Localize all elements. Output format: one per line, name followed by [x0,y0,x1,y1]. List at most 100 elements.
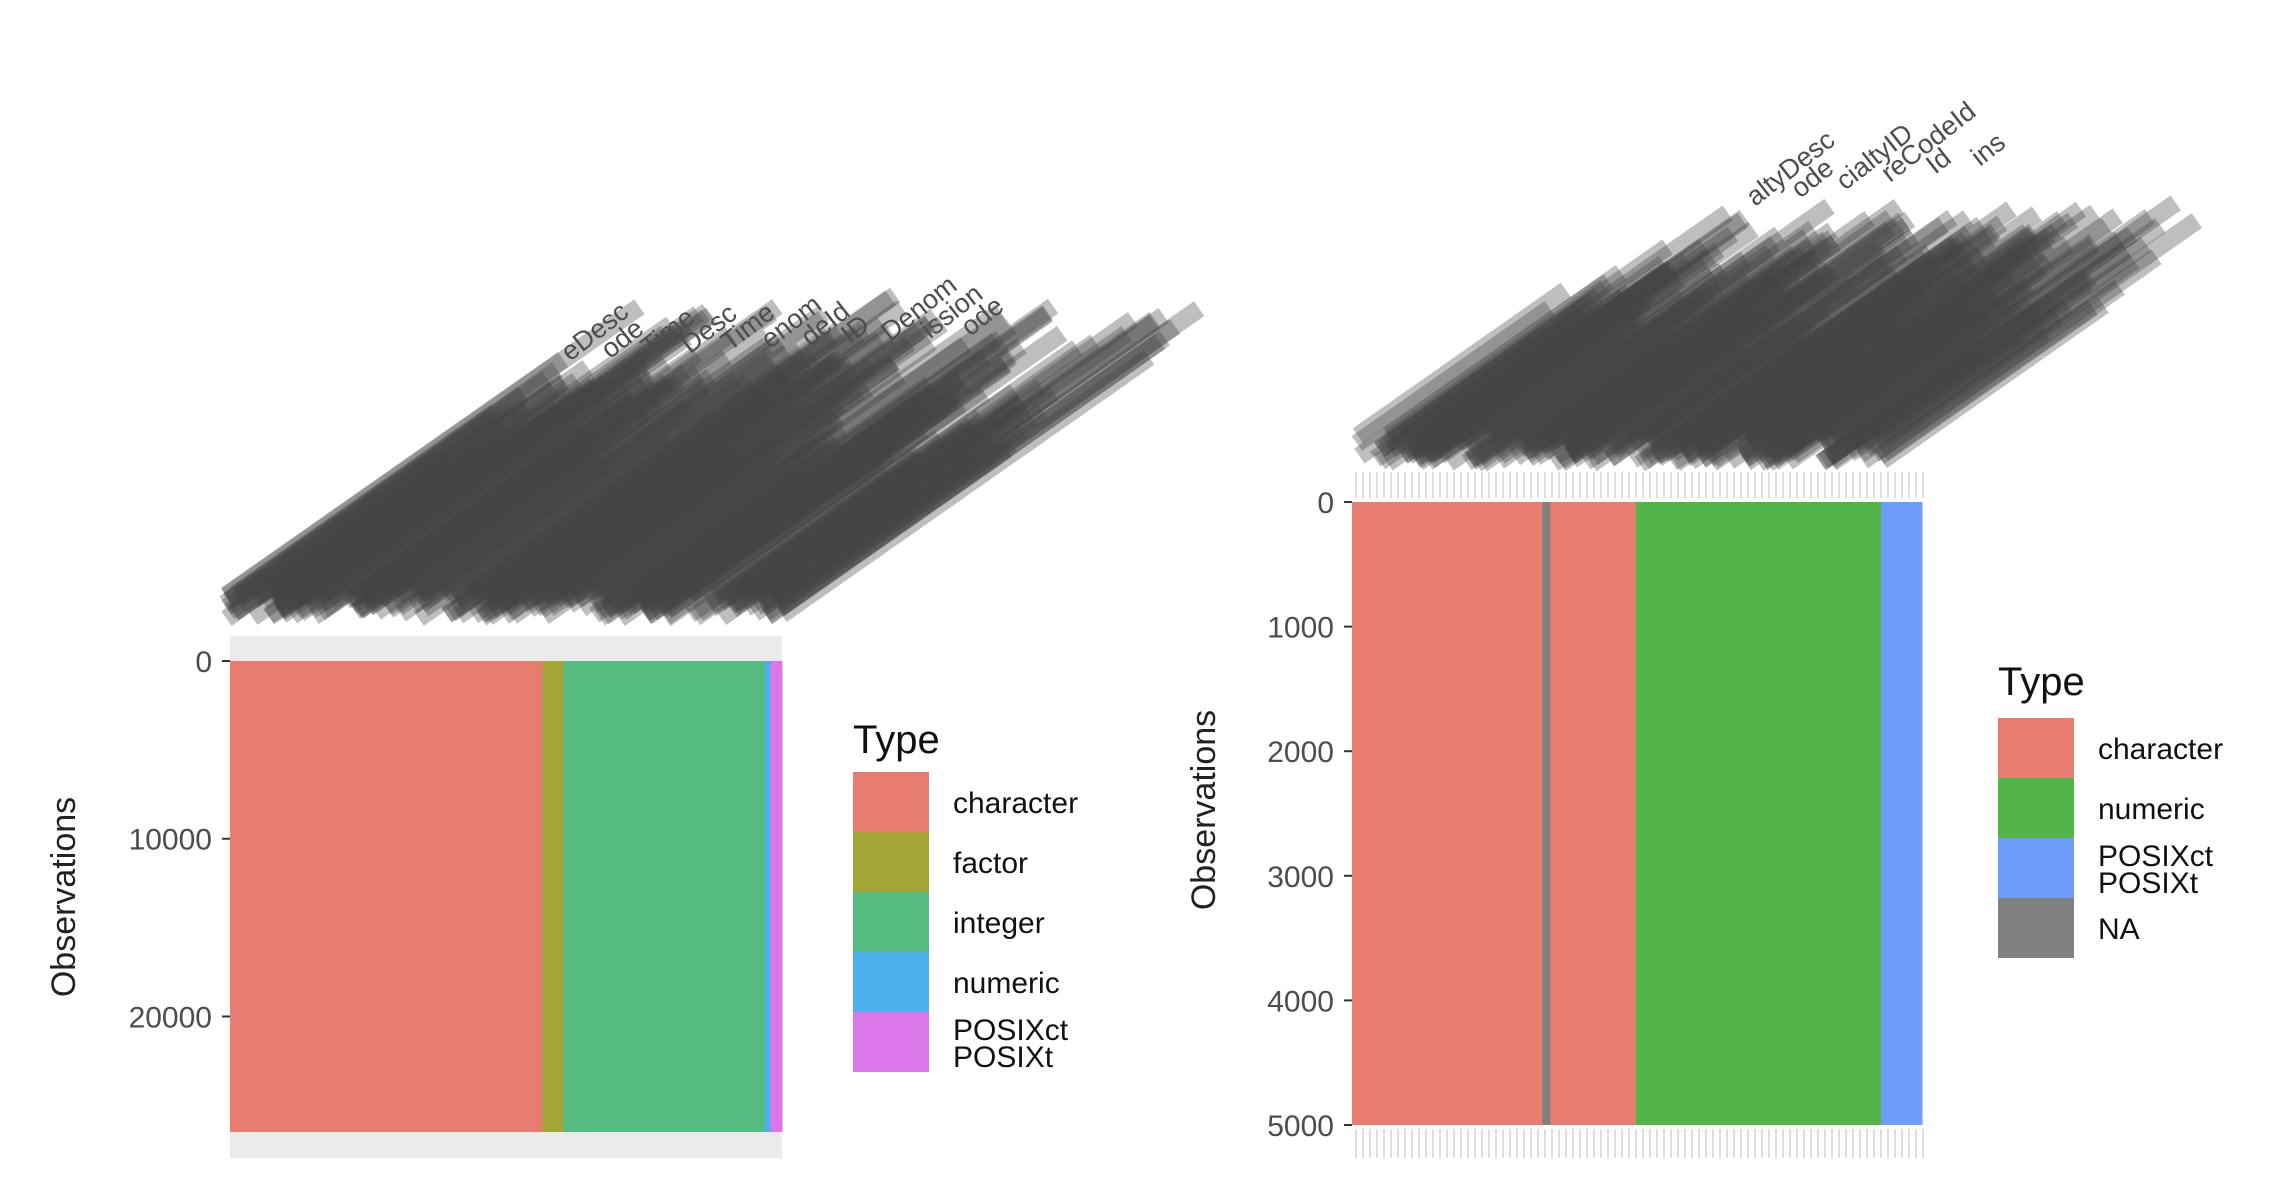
x-tick-label-clutter-mark [1709,206,2043,448]
x-tick-label-clutter-mark [1825,270,2098,469]
x-tick-label-clutter-mark [1815,344,1984,471]
x-tick-label-clutter-mark [223,396,532,620]
x-tick-label-clutter-mark [1857,325,2051,469]
x-tick-label-clutter-mark [348,326,736,606]
left-y-tick-label: 20000 [129,1001,212,1034]
x-tick-label-clutter-mark [1768,247,2036,443]
x-tick-label-clutter-mark [1402,205,1733,445]
x-tick-label-clutter-mark [703,446,926,610]
right-column-na [1542,502,1551,1125]
x-tick-label-clutter-mark [476,316,888,613]
x-tick-label-clutter-mark [632,298,1059,605]
x-tick-label-clutter-mark [1547,262,1835,471]
x-tick-label-clutter-mark [633,305,1054,607]
x-tick-label-clutter-mark [589,435,845,623]
x-tick-label-clutter-mark [1563,325,1744,459]
x-tick-label-clutter-mark [1690,284,1927,457]
x-tick-label-clutter-mark [221,374,570,626]
left-legend-label: factor [953,847,1028,880]
x-tick-label-clutter-mark [257,441,487,610]
x-tick-label-clutter-mark [1879,213,2203,447]
left-legend-label: integer [953,907,1045,940]
x-tick-label-clutter-mark [637,375,970,616]
x-tick-label-clutter-mark [442,358,783,605]
right-legend-key-na [1998,898,2074,958]
x-tick-label-clutter-mark [1535,238,1833,455]
x-tick-label-clutter-mark [409,337,773,600]
left-legend-keys: character factor integer numeric POSIXct POSI… [853,772,1078,1074]
x-tick-label-clutter-mark [1744,227,2056,454]
x-tick-label-clutter-mark [482,355,857,625]
x-tick-label-clutter-mark [1373,239,1673,457]
x-tick-label-clutter-mark [294,325,672,597]
x-tick-label-clutter-mark [1633,334,1802,460]
x-tick-label-clutter-mark [358,299,783,604]
x-tick-label-clutter-mark [1554,270,1828,470]
x-tick-label-clutter-mark [1434,310,1643,464]
x-tick-label-clutter-mark [1757,297,1977,459]
x-tick-label-clutter-mark [299,398,579,601]
x-tick-label-clutter-mark [595,336,971,608]
x-tick-label-clutter-mark [778,444,986,597]
x-tick-label-clutter-mark [1413,284,1636,448]
x-tick-label-clutter-mark [572,409,845,608]
x-tick-label-clutter-mark [726,325,1132,618]
x-tick-label-clutter-mark [536,315,936,603]
x-tick-label-clutter-mark [1580,308,1800,470]
x-tick-label-clutter-mark [1474,298,1702,466]
x-tick-label-clutter-mark [547,335,916,601]
x-tick-label-clutter-mark [596,304,1006,599]
x-tick-label-clutter-mark [640,356,1012,624]
x-tick-label-clutter-mark [1768,311,1984,470]
x-tick-label-clutter-mark [1634,234,1962,472]
x-tick-label-clutter-mark [646,410,918,608]
x-tick-label-clutter-mark [1644,322,1815,450]
x-tick-label-clutter-mark [317,419,589,617]
x-tick-label-clutter-mark [1563,212,1909,462]
x-tick-label-clutter-mark [1638,261,1925,469]
left-columns [230,661,783,1132]
x-tick-label-clutter-mark [1624,245,1908,451]
x-tick-label-clutter-mark [1402,252,1693,464]
x-tick-label-clutter-mark [1383,264,1627,443]
x-tick-label-clutter-mark [378,373,686,597]
x-tick-label-clutter-mark [1374,317,1581,470]
x-tick-label-clutter-mark [708,430,945,604]
x-tick-label-clutter-mark [584,414,840,601]
x-tick-label-clutter-mark [1384,279,1611,446]
x-tick-label-clutter-mark [538,430,777,606]
x-tick-label-clutter-mark [404,438,621,598]
right-legend: Type character numeric POSIXct POSIXt NA [1998,660,2223,958]
x-tick-label-clutter-mark [1764,289,2000,462]
x-tick-label-clutter-mark [272,411,552,615]
x-tick-label-clutter-mark [1471,284,1728,472]
x-tick-label-clutter-mark [1723,329,1913,469]
x-tick-label-clutter-mark [1650,231,1972,464]
x-tick-label-clutter-mark [538,357,878,604]
x-tick-label-clutter-mark [1463,282,1716,467]
x-tick-label-clutter-mark [589,447,814,612]
x-tick-label-clutter-mark [478,373,794,602]
x-tick-label-clutter-mark [765,432,997,602]
x-tick-label-clutter-mark [616,349,991,620]
x-tick-label-clutter-mark [1621,228,1920,445]
x-tick-label-clutter-mark [1397,262,1674,464]
x-tick-label-clutter-mark [1564,218,1905,464]
x-tick-label-clutter-mark [471,442,685,600]
x-tick-label-clutter-mark [325,369,657,610]
x-tick-label-clutter-mark [1751,316,1925,446]
x-tick-label-clutter-mark [221,449,447,616]
x-tick-label-clutter-mark [1873,299,2098,465]
x-tick-label-clutter-mark [1396,297,1594,443]
x-tick-label-clutter-mark [1860,253,2140,456]
x-tick-label-clutter-mark [1536,267,1785,448]
x-tick-label-clutter-mark [412,334,787,604]
x-tick-label-clutter-mark [733,415,986,600]
x-tick-label-clutter-mark [751,395,1028,597]
right-legend-label: NA [2098,913,2140,946]
x-tick-label-clutter-mark [1547,248,1823,449]
x-tick-label-clutter-mark [1745,212,2079,453]
x-tick-label-clutter-mark [1688,267,1939,451]
x-tick-label-clutter-mark [586,432,833,613]
